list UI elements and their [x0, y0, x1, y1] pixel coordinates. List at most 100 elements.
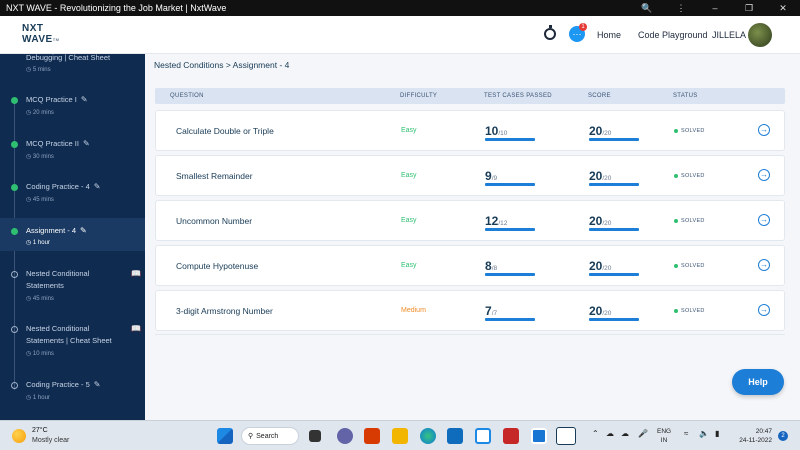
pencil-icon: ✎	[93, 182, 101, 191]
clock[interactable]: 20:47 24-11-2022	[739, 428, 772, 444]
sidebar-item-coding-practice-5[interactable]: Coding Practice - 5 ✎ ◷ 1 hour	[0, 375, 145, 405]
battery-icon[interactable]: ▮	[715, 429, 720, 438]
breadcrumb[interactable]: Nested Conditions > Assignment - 4	[154, 60, 290, 70]
menu-icon[interactable]: ⋮	[676, 2, 686, 13]
cloud-icon[interactable]: ☁	[606, 429, 614, 438]
score: 20/20	[589, 167, 639, 186]
logo-line-1: NXT	[22, 23, 44, 34]
arrow-right-icon[interactable]: →	[758, 259, 770, 271]
sidebar-item-duration: ◷ 1 hour	[26, 395, 50, 401]
avatar[interactable]	[748, 23, 772, 47]
status-badge: SOLVED	[674, 173, 705, 179]
column-question: QUESTION	[170, 93, 204, 99]
status-badge: SOLVED	[674, 128, 705, 134]
progress-bar	[589, 228, 639, 231]
help-button[interactable]: Help	[732, 369, 784, 395]
score: 20/20	[589, 302, 639, 321]
divider	[155, 334, 785, 335]
nav-home[interactable]: Home	[597, 30, 622, 40]
sidebar-item-title: Coding Practice - 4 ✎	[26, 182, 101, 191]
user-name[interactable]: JILLELA	[712, 30, 747, 40]
sidebar-item-duration: ◷ 5 mins	[26, 67, 51, 73]
stopwatch-icon[interactable]	[544, 25, 556, 40]
score: 20/20	[589, 212, 639, 231]
question-title[interactable]: Compute Hypotenuse	[176, 261, 259, 271]
sidebar-item-mcq-practice-1[interactable]: MCQ Practice I ✎ ◷ 20 mins	[0, 90, 145, 120]
completed-icon	[11, 97, 18, 104]
sidebar-item-debugging-cheat-sheet[interactable]: Debugging | Cheat Sheet ◷ 5 mins	[0, 54, 145, 76]
score: 20/20	[589, 257, 639, 276]
difficulty-label: Easy	[401, 127, 417, 134]
language-indicator[interactable]: ENG IN	[657, 428, 672, 444]
store-icon[interactable]	[447, 428, 463, 444]
sidebar-item-assignment-4[interactable]: Assignment - 4 ✎ ◷ 1 hour	[0, 218, 145, 251]
sidebar-item-coding-practice-4[interactable]: Coding Practice - 4 ✎ ◷ 45 mins	[0, 177, 145, 207]
office-icon[interactable]	[364, 428, 380, 444]
zoom-icon[interactable]: 🔍	[641, 2, 653, 13]
file-explorer-icon[interactable]	[392, 428, 408, 444]
nxtwave-logo[interactable]: NXT WAVETM	[22, 23, 68, 47]
app-icon[interactable]	[531, 428, 547, 444]
completed-icon	[11, 228, 18, 235]
maximize-button[interactable]: ❐	[744, 2, 754, 13]
sidebar-item-nested-conditional-cheat-sheet[interactable]: Nested Conditional Statements | Cheat Sh…	[0, 319, 145, 365]
nxtwave-icon[interactable]	[556, 427, 576, 445]
column-test-cases: TEST CASES PASSED	[484, 93, 552, 99]
progress-bar	[485, 318, 535, 321]
nav-code-playground[interactable]: Code Playground	[638, 30, 708, 40]
completed-icon	[11, 184, 18, 191]
learn-icon[interactable]	[475, 428, 491, 444]
weather-icon[interactable]	[12, 429, 26, 443]
task-view-icon[interactable]	[309, 430, 321, 442]
question-title[interactable]: 3-digit Armstrong Number	[176, 306, 273, 316]
question-title[interactable]: Smallest Remainder	[176, 171, 253, 181]
chevron-up-icon[interactable]: ⌃	[592, 429, 599, 438]
sidebar-item-title: MCQ Practice II ✎	[26, 139, 90, 148]
status-badge: SOLVED	[674, 218, 705, 224]
microphone-icon[interactable]: 🎤	[638, 429, 648, 438]
teams-icon[interactable]	[337, 428, 353, 444]
difficulty-label: Medium	[401, 307, 426, 314]
pending-icon	[11, 271, 18, 278]
question-title[interactable]: Uncommon Number	[176, 216, 253, 226]
sidebar-item-duration: ◷ 45 mins	[26, 197, 54, 203]
test-cases-passed: 7/7	[485, 302, 535, 321]
volume-icon[interactable]: 🔈	[699, 429, 709, 438]
sidebar-item-duration: ◷ 20 mins	[26, 110, 54, 116]
question-title[interactable]: Calculate Double or Triple	[176, 126, 274, 136]
column-status: STATUS	[673, 93, 698, 99]
book-icon: 📖	[131, 269, 141, 278]
windows-icon[interactable]	[217, 428, 233, 444]
notification-count[interactable]: 2	[778, 431, 788, 441]
table-row[interactable]: Compute Hypotenuse Easy 8/8 20/20 SOLVED →	[155, 245, 785, 286]
progress-bar	[485, 273, 535, 276]
progress-bar	[485, 228, 535, 231]
arrow-right-icon[interactable]: →	[758, 169, 770, 181]
arrow-right-icon[interactable]: →	[758, 304, 770, 316]
difficulty-label: Easy	[401, 172, 417, 179]
mcafee-icon[interactable]	[503, 428, 519, 444]
close-button[interactable]: ✕	[779, 2, 787, 13]
taskbar-search[interactable]: ⚲ Search	[241, 427, 299, 445]
table-row[interactable]: 3-digit Armstrong Number Medium 7/7 20/20 SO…	[155, 290, 785, 331]
sidebar-item-mcq-practice-2[interactable]: MCQ Practice II ✎ ◷ 30 mins	[0, 134, 145, 164]
sidebar: Debugging | Cheat Sheet ◷ 5 mins MCQ Pra…	[0, 54, 145, 420]
wifi-icon[interactable]: ≈	[684, 429, 689, 438]
progress-bar	[589, 138, 639, 141]
minimize-button[interactable]: –	[712, 3, 718, 13]
onedrive-icon[interactable]: ☁	[621, 429, 629, 438]
table-row[interactable]: Calculate Double or Triple Easy 10/10 20/20…	[155, 110, 785, 151]
progress-bar	[589, 273, 639, 276]
arrow-right-icon[interactable]: →	[758, 214, 770, 226]
sidebar-item-title: Coding Practice - 5 ✎	[26, 380, 101, 389]
pencil-icon: ✎	[80, 95, 88, 104]
sidebar-item-nested-conditional-statements[interactable]: Nested Conditional Statements 📖 ◷ 45 min…	[0, 264, 145, 310]
arrow-right-icon[interactable]: →	[758, 124, 770, 136]
progress-bar	[589, 318, 639, 321]
sidebar-item-duration: ◷ 30 mins	[26, 154, 54, 160]
status-badge: SOLVED	[674, 308, 705, 314]
table-row[interactable]: Uncommon Number Easy 12/12 20/20 SOLVED →	[155, 200, 785, 241]
edge-icon[interactable]	[420, 428, 436, 444]
book-icon: 📖	[131, 324, 141, 333]
table-row[interactable]: Smallest Remainder Easy 9/9 20/20 SOLVED →	[155, 155, 785, 196]
